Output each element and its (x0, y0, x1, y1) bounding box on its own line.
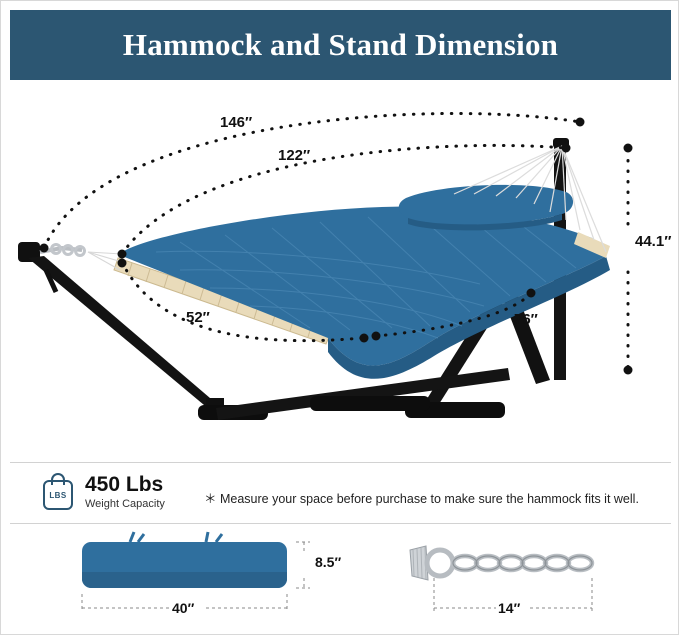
measure-arcs (42, 111, 582, 343)
suspension-strings-left (87, 251, 123, 271)
hammock-pillow (398, 184, 574, 231)
measure-note: ＊ Measure your space before purchase to … (204, 492, 639, 506)
hammock-fabric (122, 206, 610, 379)
hammock-diagram: 146″ 122″ 52″ 76″ 44.1″ (10, 80, 671, 462)
accessories-svg (81, 531, 595, 612)
spreader-bar-right (574, 232, 610, 258)
weight-bag-icon: LBS (41, 472, 75, 512)
weight-capacity-block: LBS 450 Lbs Weight Capacity (41, 469, 165, 515)
hammock-illustration-svg (18, 111, 633, 420)
dimension-label-122: 122″ (278, 147, 311, 164)
arc-122 (120, 143, 568, 256)
pillow-height-label: 8.5″ (315, 554, 342, 570)
page-title: Hammock and Stand Dimension (122, 27, 559, 62)
arc-146 (42, 111, 582, 250)
chain-illustration (409, 545, 595, 612)
divider-bottom (10, 523, 671, 524)
page-header: Hammock and Stand Dimension (10, 10, 671, 80)
measure-endpoints (39, 117, 585, 343)
chain-length-label: 14″ (498, 600, 521, 616)
arc-76 (374, 292, 532, 338)
accessories-row: 40″ 8.5″ 14″ (10, 526, 671, 627)
dimension-label-height: 44.1″ (635, 233, 672, 250)
weight-capacity-value: 450 Lbs (85, 472, 164, 496)
dimension-label-52: 52″ (186, 309, 210, 326)
dimension-label-76: 76″ (514, 311, 538, 328)
pillow-width-label: 40″ (172, 600, 195, 616)
divider-top (10, 462, 671, 463)
weight-capacity-caption: Weight Capacity (85, 498, 165, 511)
dimension-label-146: 146″ (220, 114, 253, 131)
pillow-illustration (81, 531, 310, 612)
suspension-strings-right (453, 145, 607, 253)
weight-bag-icon-text: LBS (49, 490, 67, 500)
